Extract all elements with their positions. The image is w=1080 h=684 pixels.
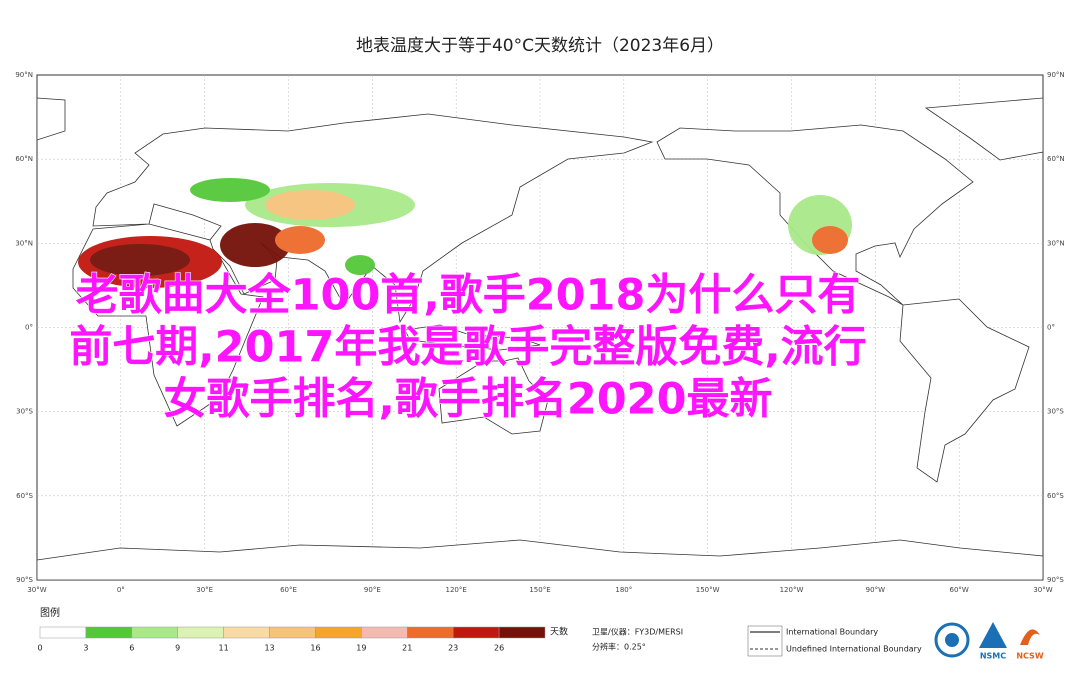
lat-label: 0° — [25, 324, 33, 332]
legend-label: 26 — [494, 644, 504, 653]
australia — [438, 357, 549, 435]
overlay-line: 前七期,2017年我是歌手完整版免费,流行 — [69, 323, 866, 373]
logo-text: NCSW — [1016, 652, 1043, 661]
legend: 图例 0 3 6 9 11 13 16 19 21 23 26 天数 — [37, 606, 568, 653]
boundary-label: Undefined International Boundary — [786, 645, 922, 654]
satellite: 卫星/仪器：FY3D/MERSI — [592, 628, 683, 637]
legend-label: 19 — [356, 644, 366, 653]
overlay-line: 老歌曲大全100首,歌手2018为什么只有 — [76, 271, 861, 321]
legend-swatch — [407, 626, 454, 639]
legend-label: 11 — [219, 644, 229, 653]
lat-label: 30°S — [16, 408, 33, 416]
legend-unit: 天数 — [550, 626, 568, 638]
resolution: 分辨率：0.25° — [592, 642, 646, 652]
lon-label: 120°W — [780, 586, 804, 594]
lat-label: 90°S — [16, 576, 33, 584]
legend-label: 0 — [37, 644, 42, 653]
legend-swatch — [269, 626, 316, 639]
logo-text: NSMC — [980, 652, 1006, 661]
logo-ncsw — [1020, 629, 1040, 645]
legend-title: 图例 — [40, 606, 60, 619]
legend-swatch — [452, 626, 500, 639]
title: 地表温度大于等于40°C天数统计（2023年6月） — [356, 36, 724, 56]
legend-label: 21 — [402, 644, 412, 653]
patch — [190, 178, 270, 202]
lat-label: 90°N — [15, 71, 33, 79]
legend-swatch — [315, 626, 362, 639]
lon-label: 30°E — [196, 586, 213, 594]
lat-label: 60°N — [15, 155, 33, 163]
legend-swatch — [361, 626, 408, 639]
lon-label: 60°W — [949, 586, 968, 594]
lon-label: 150°W — [696, 586, 720, 594]
legend-label: 13 — [264, 644, 274, 653]
greenland — [924, 97, 1044, 161]
legend-swatch — [131, 626, 178, 639]
boundary-label: International Boundary — [786, 628, 878, 637]
lon-label: 90°W — [866, 586, 885, 594]
lat-label: 30°S — [1047, 408, 1064, 416]
antarctica — [36, 539, 1044, 581]
patch — [265, 190, 355, 220]
logo-cma — [934, 622, 970, 658]
overlay-text: 老歌曲大全100首,歌手2018为什么只有前七期,2017年我是歌手完整版免费,… — [69, 270, 868, 425]
lon-label: 180° — [615, 586, 632, 594]
legend-swatch — [223, 626, 270, 639]
lat-label: 30°N — [15, 239, 33, 247]
lat-label: 0° — [1047, 324, 1055, 332]
legend-label: 3 — [83, 644, 88, 653]
patch — [812, 226, 848, 254]
patch — [90, 244, 190, 276]
heat-patches — [78, 178, 852, 288]
legend-label: 16 — [310, 644, 320, 653]
south-america — [899, 298, 1030, 483]
lat-label: 90°S — [1047, 576, 1064, 584]
logo-cma — [945, 633, 959, 647]
lon-label: 30°W — [1033, 586, 1052, 594]
lon-label: 60°E — [280, 586, 297, 594]
lon-label: 0° — [117, 586, 125, 594]
lat-label: 60°S — [16, 492, 33, 500]
lon-label: 90°E — [364, 586, 381, 594]
lon-label: 30°W — [27, 586, 46, 594]
greenland-west — [36, 97, 66, 141]
indonesia — [404, 324, 541, 351]
legend-swatch — [85, 626, 133, 639]
patch — [345, 255, 375, 275]
legend-label: 9 — [175, 644, 180, 653]
lon-label: 120°E — [446, 586, 467, 594]
legend-swatch — [498, 626, 546, 639]
patch — [275, 226, 325, 254]
legend-label: 6 — [129, 644, 134, 653]
legend-label: 23 — [448, 644, 458, 653]
lat-label: 90°N — [1047, 71, 1065, 79]
lat-label: 60°N — [1047, 155, 1065, 163]
lat-label: 30°N — [1047, 239, 1065, 247]
logo-nsmc — [979, 622, 1007, 648]
legend-swatch — [39, 626, 87, 639]
boundary-box — [747, 625, 783, 657]
overlay-line: 女歌手排名,歌手排名2020最新 — [163, 375, 772, 425]
lat-label: 60°S — [1047, 492, 1064, 500]
lon-label: 150°E — [529, 586, 550, 594]
legend-swatch — [177, 626, 224, 639]
patch — [220, 223, 290, 267]
